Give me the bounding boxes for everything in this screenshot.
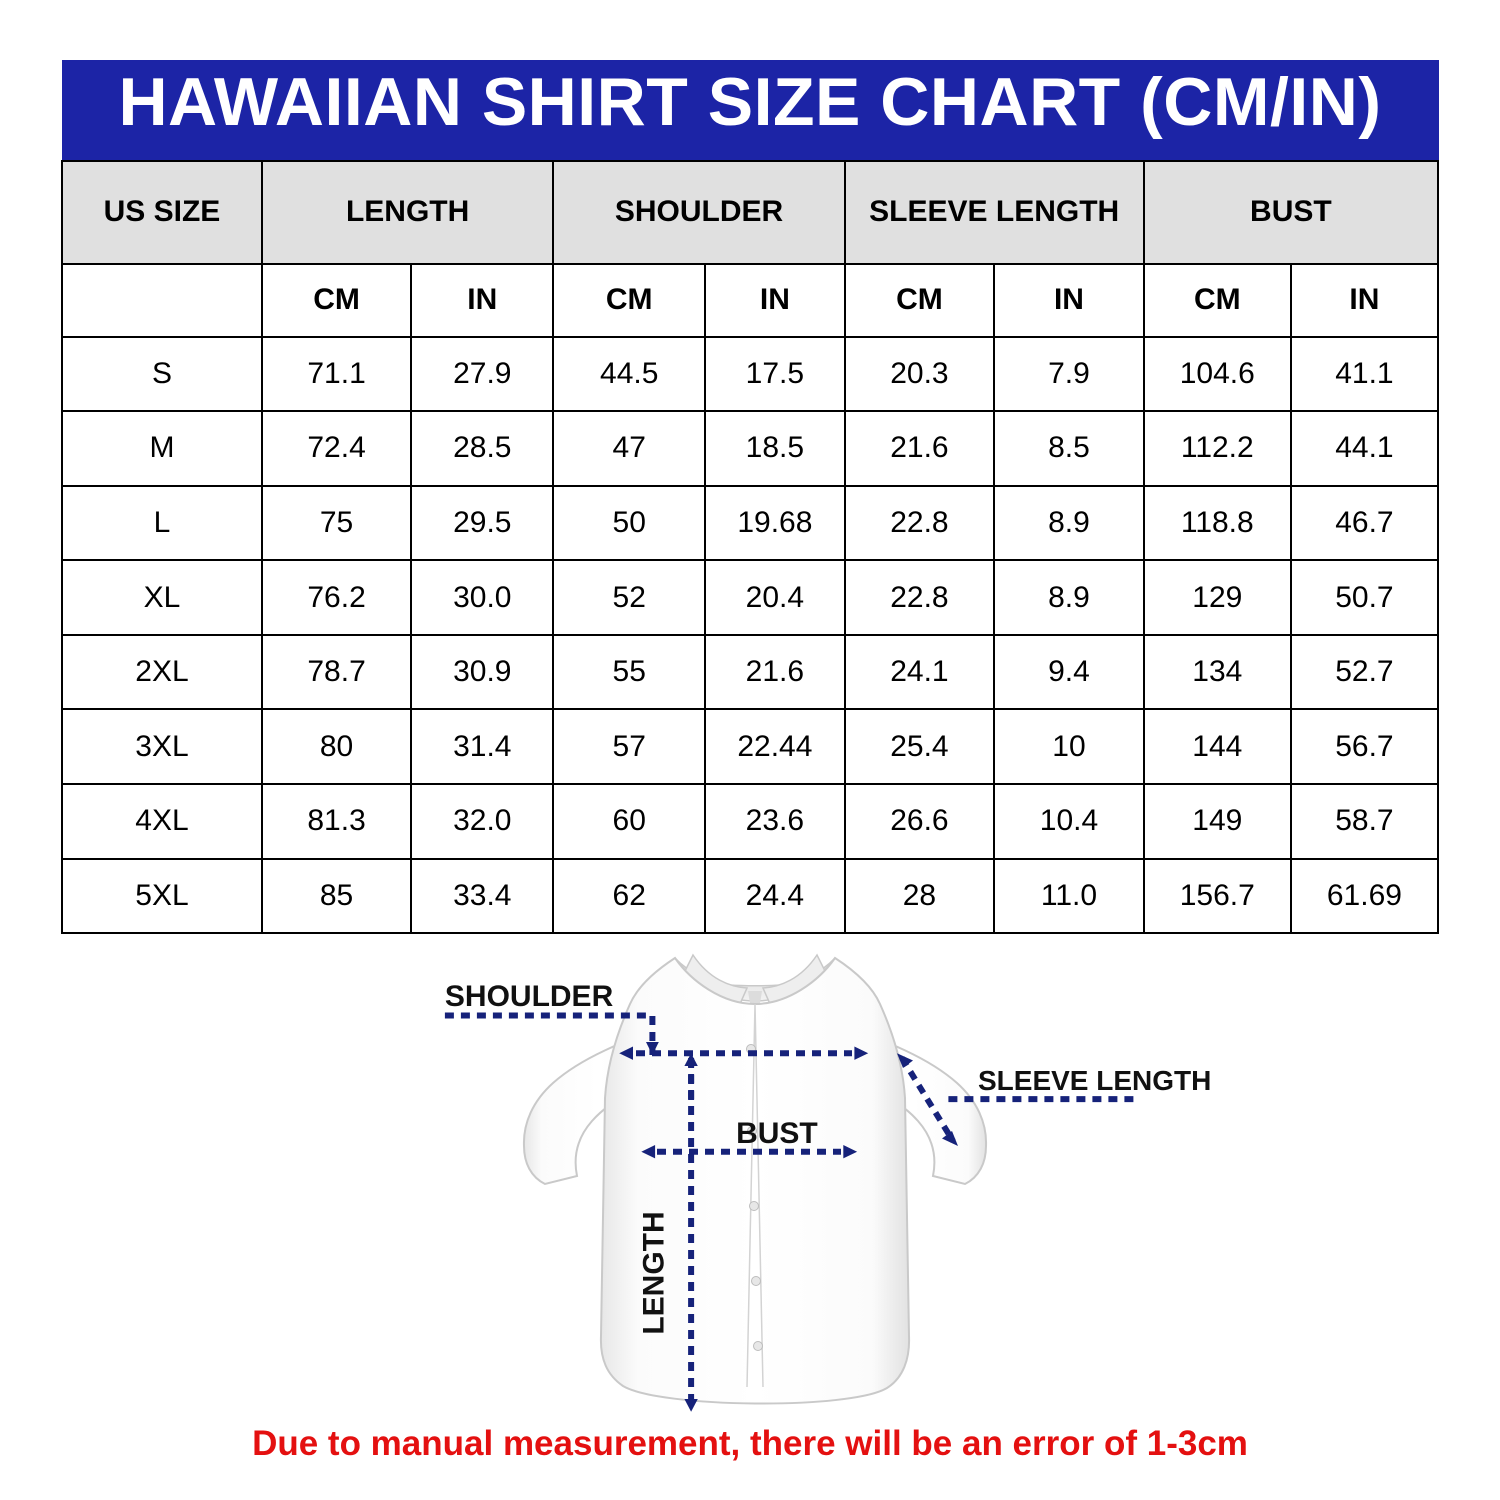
svg-text:BUST: BUST: [736, 1117, 818, 1150]
svg-text:SLEEVE LENGTH: SLEEVE LENGTH: [978, 1065, 1211, 1096]
svg-text:SHOULDER: SHOULDER: [445, 980, 614, 1013]
svg-text:LENGTH: LENGTH: [638, 1211, 671, 1334]
